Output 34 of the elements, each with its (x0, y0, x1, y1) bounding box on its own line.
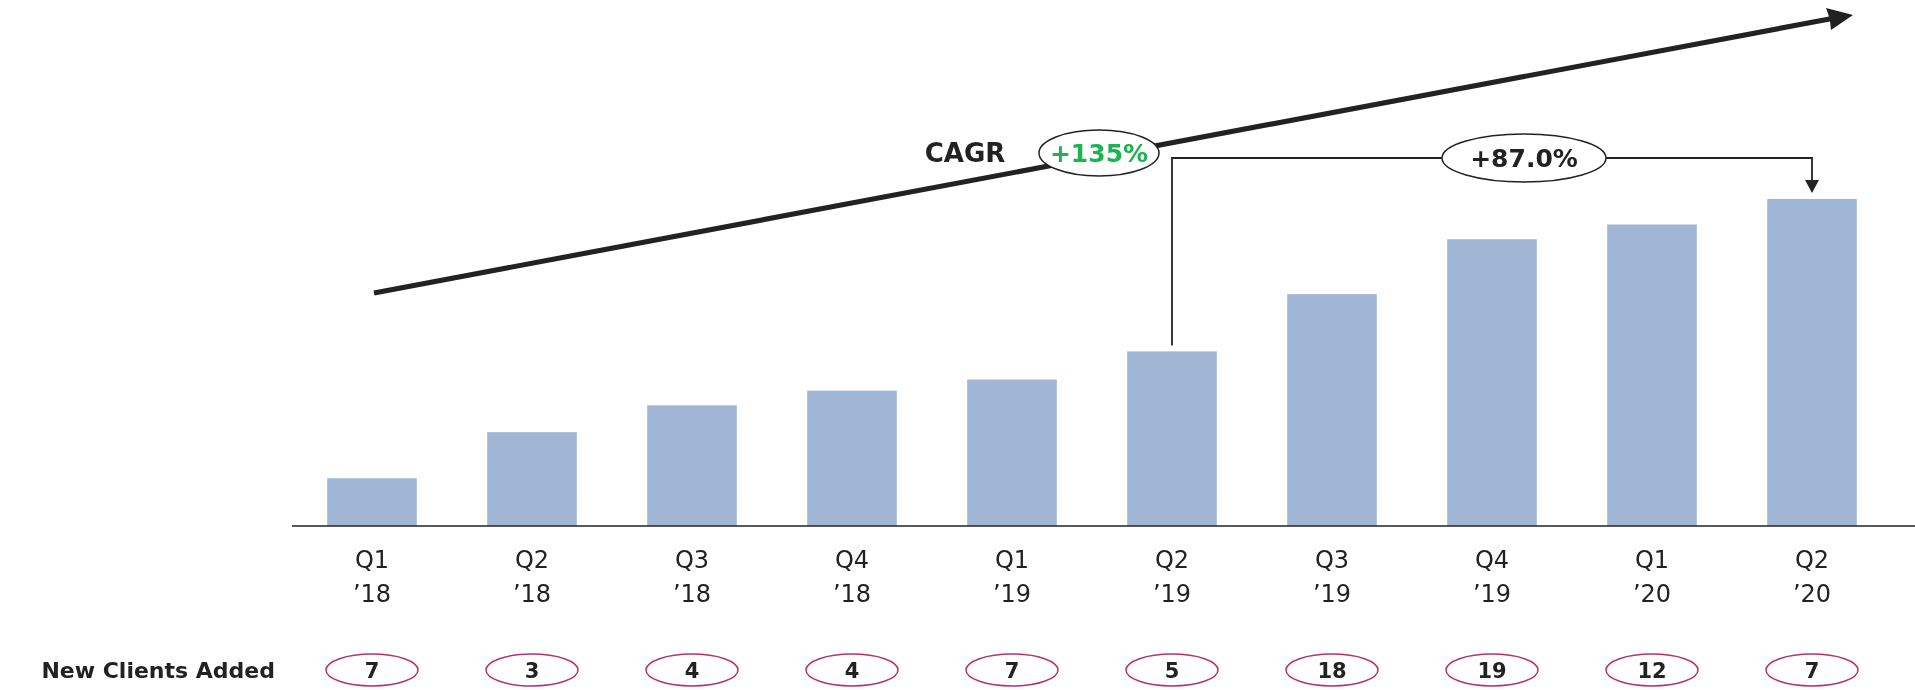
text: 7 (1004, 659, 1020, 683)
bar (1447, 239, 1537, 526)
x-tick-label: Q4 ’19 (1472, 546, 1512, 608)
x-tick-label: Q2 ’19 (1152, 546, 1192, 608)
x-tick-label: Q1 ’19 (992, 546, 1032, 608)
x-tick-label: Q1 ’20 (1632, 546, 1672, 608)
text: 4 (684, 659, 700, 683)
x-tick-label: Q4 ’18 (832, 546, 872, 608)
text: 7 (1804, 659, 1820, 683)
bar (967, 379, 1057, 526)
bar (1607, 224, 1697, 526)
text: 19 (1477, 659, 1507, 683)
bar (327, 478, 417, 526)
text: 3 (524, 659, 540, 683)
text: New Clients Added (41, 658, 275, 683)
text: 18 (1317, 659, 1347, 683)
bar (1127, 351, 1217, 526)
x-tick-label: Q2 ’18 (512, 546, 552, 608)
x-tick-label: Q3 ’18 (672, 546, 712, 608)
x-tick-label: Q1 ’18 (352, 546, 392, 608)
text: +135% (1049, 139, 1149, 168)
text: +87.0% (1470, 144, 1578, 173)
text: 4 (844, 659, 860, 683)
bar (1287, 294, 1377, 526)
bar (807, 390, 897, 526)
bar (1767, 199, 1857, 526)
text: CAGR (924, 138, 1006, 168)
bar (487, 432, 577, 526)
text: 12 (1637, 659, 1667, 683)
x-tick-label: Q2 ’20 (1792, 546, 1832, 608)
text: 5 (1164, 659, 1180, 683)
x-tick-label: Q3 ’19 (1312, 546, 1352, 608)
text: 7 (364, 659, 380, 683)
bar (647, 405, 737, 526)
